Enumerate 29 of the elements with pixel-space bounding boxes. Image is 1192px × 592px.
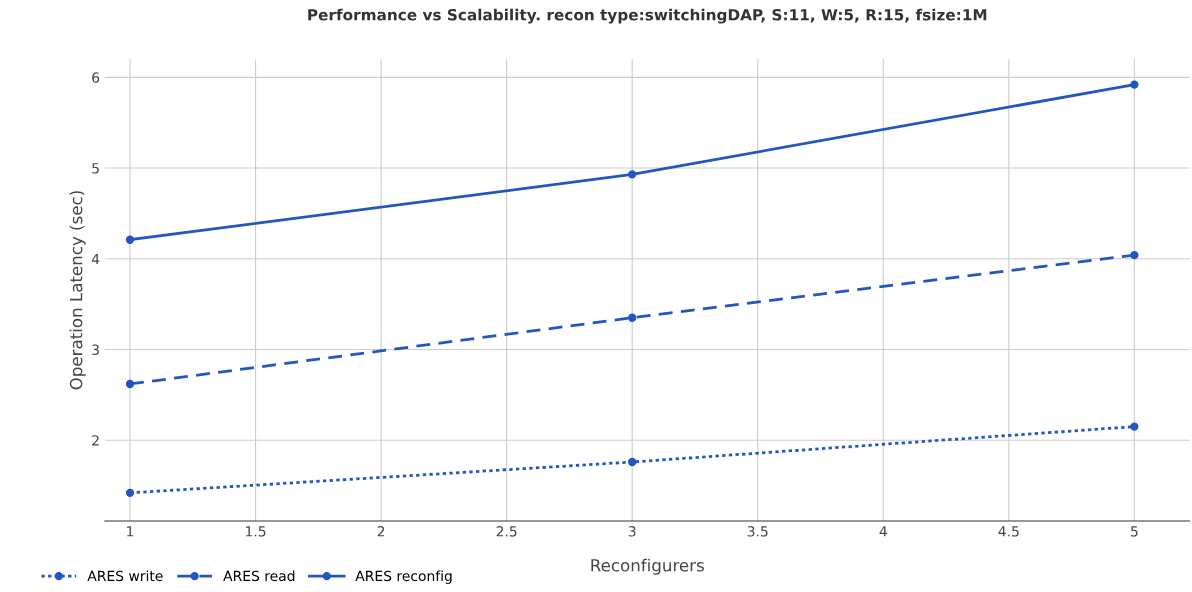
legend-label: ARES read <box>223 570 295 582</box>
x-tick-label: 1 <box>127 526 134 537</box>
point <box>628 457 637 467</box>
point <box>1130 80 1139 89</box>
point <box>125 235 135 244</box>
x-tick-label: 1.5 <box>246 526 266 537</box>
x-tick-label: 4 <box>879 526 887 537</box>
point <box>628 313 637 322</box>
y-axis-title: Operation Latency (sec) <box>69 191 86 390</box>
x-tick-label: 4.5 <box>998 526 1019 537</box>
point <box>628 170 637 179</box>
y-tick-label: 3 <box>92 344 99 355</box>
x-tick-label: 5 <box>1131 526 1138 537</box>
legend-label: ARES write <box>87 570 163 582</box>
point <box>125 488 135 498</box>
x-tick-label: 3.5 <box>747 526 768 537</box>
chart-title: Performance vs Scalability. recon type:switchingDAP, S:11, W:5, R:15, fsize:1M <box>308 8 987 24</box>
y-tick-label: 4 <box>91 253 100 265</box>
legend-label: ARES reconfig <box>355 570 452 584</box>
point <box>125 379 135 389</box>
x-tick-label: 2 <box>377 526 385 537</box>
y-tick-label: 5 <box>92 163 99 174</box>
point <box>1130 250 1139 260</box>
x-tick-label: 3 <box>628 526 636 537</box>
point <box>1130 422 1139 431</box>
x-axis-title: Reconfigurers <box>591 558 704 575</box>
y-tick-label: 2 <box>92 435 99 446</box>
y-tick-label: 6 <box>92 72 100 83</box>
x-tick-label: 2.5 <box>496 526 517 537</box>
